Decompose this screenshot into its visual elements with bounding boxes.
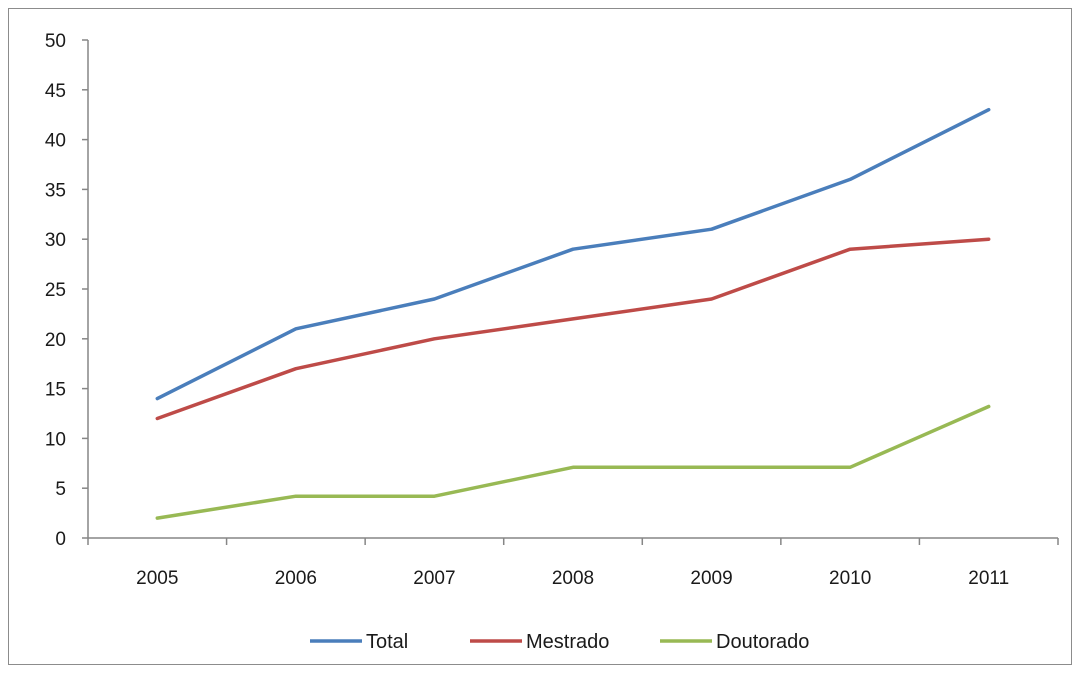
legend: Total Mestrado Doutorado [310,631,809,653]
y-tick-label: 5 [55,479,66,500]
legend-label-doutorado: Doutorado [716,631,809,653]
series-line-total [155,107,991,401]
series-line-doutorado [155,404,991,520]
y-tick-label: 40 [45,131,66,152]
y-tick-label: 15 [45,380,66,401]
x-tick-label: 2005 [136,568,178,589]
legend-label-total: Total [366,631,408,653]
y-tick-label: 0 [55,529,66,550]
x-tick-label: 2006 [275,568,317,589]
y-tick-label: 45 [45,81,66,102]
x-axis-ticks: 2005 2006 2007 2008 2009 2010 2011 [87,538,1059,589]
x-tick-label: 2011 [968,568,1009,589]
series-line-mestrado [155,237,991,421]
y-tick-label: 30 [45,230,66,251]
x-tick-label: 2007 [413,568,455,589]
y-tick-label: 25 [45,280,66,301]
axes [87,40,1058,539]
y-axis-ticks: 0 5 10 15 20 25 30 35 40 45 50 [45,31,88,550]
chart-area [8,8,1072,665]
y-tick-label: 35 [45,180,66,201]
y-tick-label: 50 [45,31,66,52]
legend-label-mestrado: Mestrado [526,631,609,653]
x-tick-label: 2008 [552,568,594,589]
series-lines [155,107,991,520]
x-tick-label: 2009 [690,568,732,589]
y-tick-label: 10 [45,429,66,450]
y-tick-label: 20 [45,330,66,351]
x-tick-label: 2010 [829,568,871,589]
